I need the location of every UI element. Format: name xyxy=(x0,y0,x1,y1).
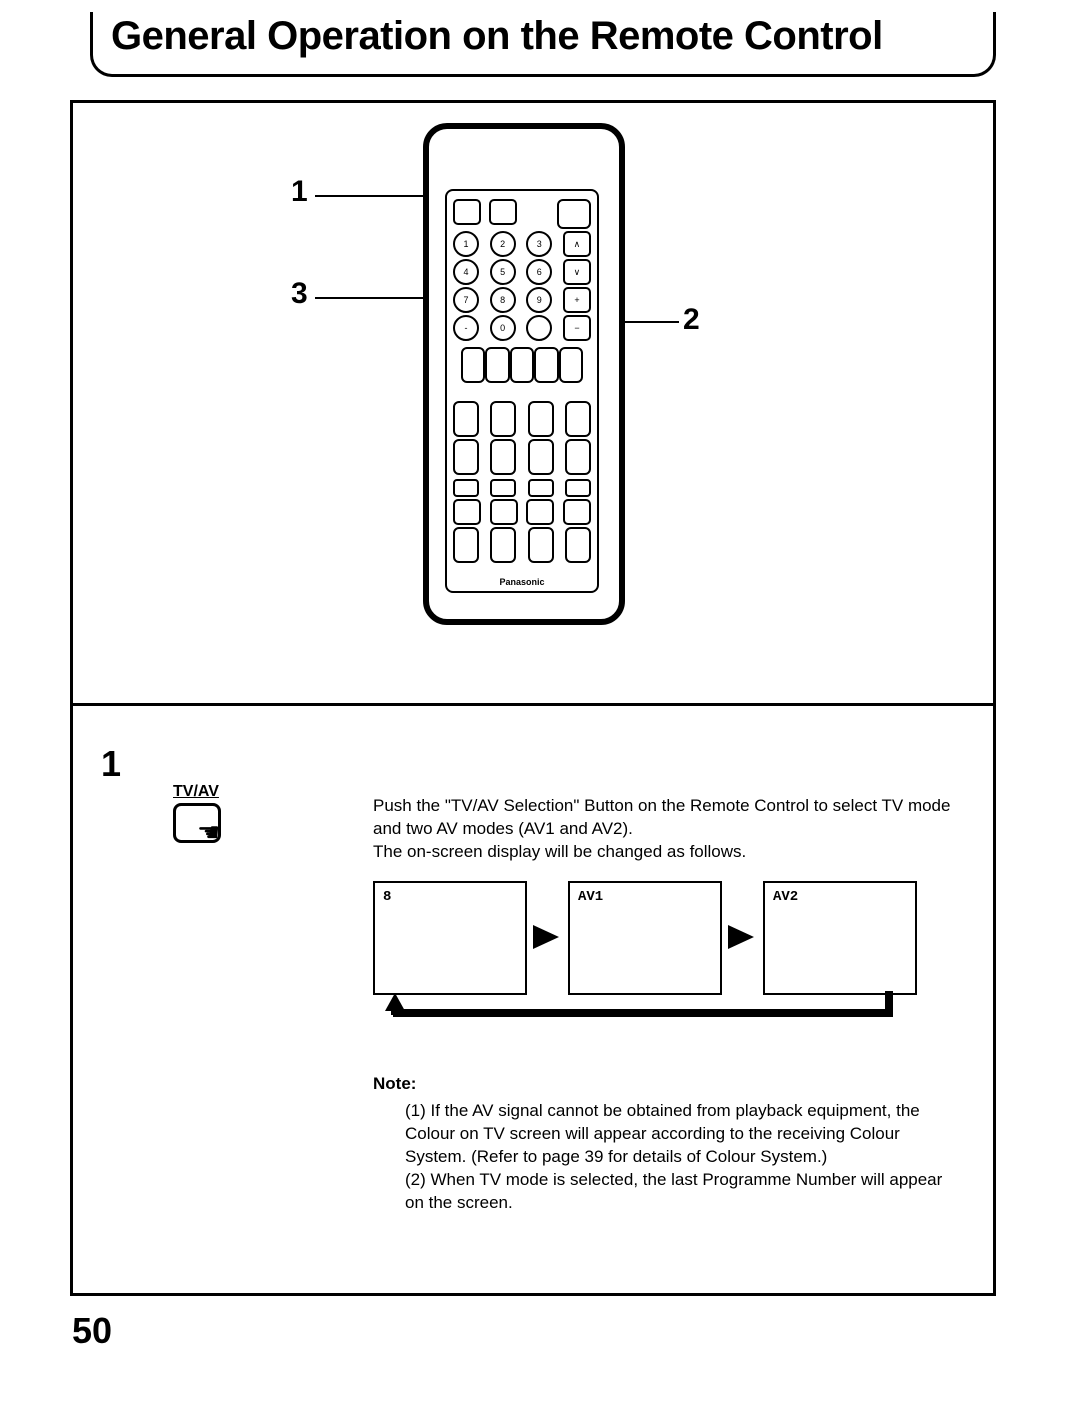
note-title: Note: xyxy=(373,1073,963,1096)
tvav-label: TV/AV xyxy=(173,783,219,801)
remote-mid-8 xyxy=(565,439,591,475)
remote-mid-1 xyxy=(453,401,479,437)
remote-slim-1 xyxy=(453,479,479,497)
screen-1-label: 8 xyxy=(383,889,391,905)
content-frame: 1 3 2 1 xyxy=(70,100,996,1296)
remote-mid-4 xyxy=(565,401,591,437)
remote-ch-down-button: ∨ xyxy=(563,259,591,285)
step-panel: 1 TV/AV ☚ Push the "TV/AV Selection" But… xyxy=(73,703,993,1293)
remote-txt-d xyxy=(534,347,558,383)
arrow-2-icon xyxy=(728,925,754,949)
screen-2-label: AV1 xyxy=(578,889,603,905)
remote-numpad-3: 3 xyxy=(526,231,552,257)
remote-low-3 xyxy=(526,499,554,525)
remote-ch-up-button: ∧ xyxy=(563,231,591,257)
screen-1: 8 xyxy=(373,881,527,995)
callout-1: 1 xyxy=(291,175,308,209)
remote-mute-button xyxy=(489,199,517,225)
screen-cycle-diagram: 8 AV1 AV2 xyxy=(373,881,933,1041)
remote-numpad-5: 5 xyxy=(490,259,516,285)
note-item-1: (1) If the AV signal cannot be obtained … xyxy=(373,1100,963,1169)
remote-txt-e xyxy=(559,347,583,383)
remote-low-1 xyxy=(453,499,481,525)
remote-mid-3 xyxy=(528,401,554,437)
remote-vol-up-button: + xyxy=(563,287,591,313)
remote-low-4 xyxy=(563,499,591,525)
callout-2: 2 xyxy=(683,303,700,337)
hand-icon: ☚ xyxy=(197,819,220,845)
remote-numpad-4: 4 xyxy=(453,259,479,285)
remote-numpad-9: 9 xyxy=(526,287,552,313)
remote-numpad-dash: - xyxy=(453,315,479,341)
remote-low-7 xyxy=(528,527,554,563)
remote-txt-b xyxy=(485,347,509,383)
remote-mid-2 xyxy=(490,401,516,437)
loop-bar xyxy=(393,1009,893,1017)
remote-panel: 1 2 3 ∧ 4 5 6 ∨ 7 8 9 + xyxy=(445,189,599,593)
note-item-2: (2) When TV mode is selected, the last P… xyxy=(373,1169,963,1215)
remote-brand: Panasonic xyxy=(447,577,597,587)
remote-numpad-8: 8 xyxy=(490,287,516,313)
remote-txt-c xyxy=(510,347,534,383)
remote-power-button xyxy=(557,199,591,229)
remote-mid-5 xyxy=(453,439,479,475)
remote-numpad-1: 1 xyxy=(453,231,479,257)
instruction-text: Push the "TV/AV Selection" Button on the… xyxy=(373,795,963,864)
callout-1-line xyxy=(315,195,437,197)
remote-mid-7 xyxy=(528,439,554,475)
remote-numpad-c xyxy=(526,315,552,341)
remote-diagram-panel: 1 3 2 1 xyxy=(73,103,993,703)
remote-numpad-0: 0 xyxy=(490,315,516,341)
remote-slim-4 xyxy=(565,479,591,497)
remote-low-2 xyxy=(490,499,518,525)
remote-vol-down-button: − xyxy=(563,315,591,341)
step-number: 1 xyxy=(101,743,121,785)
callout-3-line xyxy=(315,297,437,299)
screen-3: AV2 xyxy=(763,881,917,995)
arrow-1-icon xyxy=(533,925,559,949)
remote-low-8 xyxy=(565,527,591,563)
remote-numpad-7: 7 xyxy=(453,287,479,313)
screen-2: AV1 xyxy=(568,881,722,995)
remote-tvav-button xyxy=(453,199,481,225)
remote-outline: 1 2 3 ∧ 4 5 6 ∨ 7 8 9 + xyxy=(423,123,625,625)
remote-numpad-6: 6 xyxy=(526,259,552,285)
remote-mid-6 xyxy=(490,439,516,475)
remote-numpad-2: 2 xyxy=(490,231,516,257)
note-item-2-text: (2) When TV mode is selected, the last P… xyxy=(405,1170,942,1212)
remote-txt-a xyxy=(461,347,485,383)
page-number: 50 xyxy=(72,1310,112,1352)
page-title: General Operation on the Remote Control xyxy=(111,14,883,59)
remote-slim-3 xyxy=(528,479,554,497)
note-item-1-text: (1) If the AV signal cannot be obtained … xyxy=(405,1101,920,1166)
remote-low-5 xyxy=(453,527,479,563)
remote-low-6 xyxy=(490,527,516,563)
note-block: Note: (1) If the AV signal cannot be obt… xyxy=(373,1073,963,1215)
screen-3-label: AV2 xyxy=(773,889,798,905)
callout-3: 3 xyxy=(291,277,308,311)
title-frame: General Operation on the Remote Control xyxy=(90,12,996,77)
remote-slim-2 xyxy=(490,479,516,497)
loop-arrow-up-icon xyxy=(385,993,405,1011)
